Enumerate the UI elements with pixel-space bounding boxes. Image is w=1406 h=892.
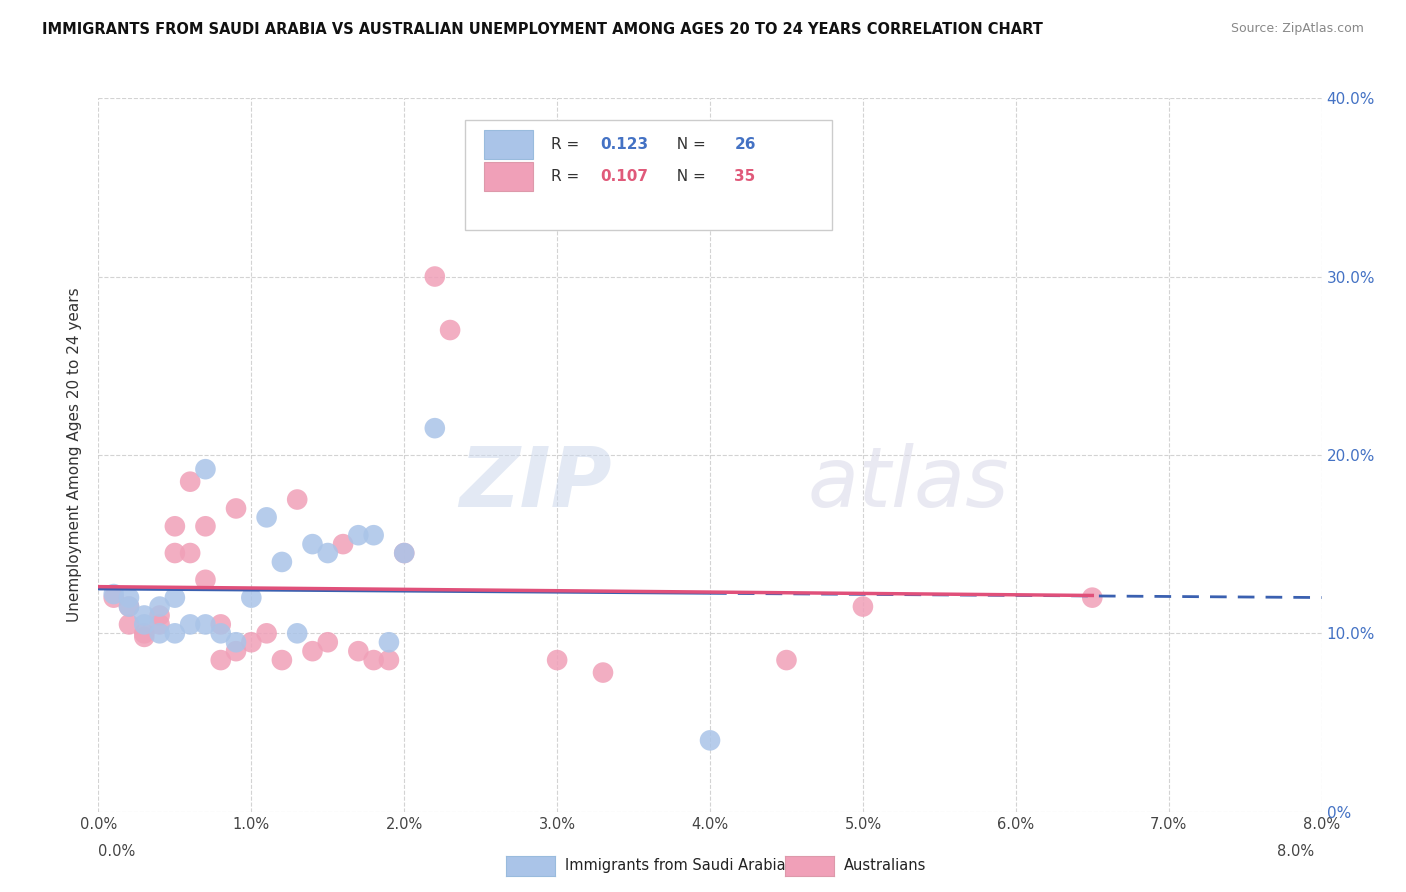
Point xyxy=(194,519,217,533)
Point xyxy=(392,546,416,560)
Text: IMMIGRANTS FROM SAUDI ARABIA VS AUSTRALIAN UNEMPLOYMENT AMONG AGES 20 TO 24 YEAR: IMMIGRANTS FROM SAUDI ARABIA VS AUSTRALI… xyxy=(42,22,1043,37)
Point xyxy=(378,635,401,649)
Point xyxy=(301,644,323,658)
Text: 0.123: 0.123 xyxy=(600,137,648,152)
Point xyxy=(163,546,186,560)
Point xyxy=(423,421,446,435)
Point xyxy=(194,573,217,587)
Point xyxy=(194,462,217,476)
Point xyxy=(392,546,416,560)
Text: 8.0%: 8.0% xyxy=(1278,845,1315,859)
FancyBboxPatch shape xyxy=(484,130,533,159)
Text: ZIP: ZIP xyxy=(460,443,612,524)
Point xyxy=(301,537,323,551)
Text: R =: R = xyxy=(551,137,583,152)
Point xyxy=(225,635,247,649)
Point xyxy=(134,608,156,623)
Text: 35: 35 xyxy=(734,169,756,184)
Point xyxy=(363,653,385,667)
Point xyxy=(592,665,614,680)
Text: R =: R = xyxy=(551,169,583,184)
Point xyxy=(256,626,278,640)
Point xyxy=(439,323,461,337)
Point xyxy=(149,626,172,640)
Point xyxy=(149,599,172,614)
Point xyxy=(163,626,186,640)
Point xyxy=(378,653,401,667)
Point xyxy=(134,617,156,632)
FancyBboxPatch shape xyxy=(465,120,832,230)
Point xyxy=(149,617,172,632)
Point xyxy=(332,537,354,551)
Point xyxy=(149,608,172,623)
Point xyxy=(775,653,797,667)
Text: atlas: atlas xyxy=(808,443,1010,524)
Point xyxy=(316,546,339,560)
Point xyxy=(423,269,446,284)
Point xyxy=(225,644,247,658)
Point xyxy=(103,587,125,601)
Text: Australians: Australians xyxy=(844,858,927,872)
Point xyxy=(209,617,232,632)
Y-axis label: Unemployment Among Ages 20 to 24 years: Unemployment Among Ages 20 to 24 years xyxy=(67,287,83,623)
Point xyxy=(179,617,201,632)
Point xyxy=(240,635,263,649)
Point xyxy=(347,528,370,542)
Text: N =: N = xyxy=(668,169,711,184)
Text: 26: 26 xyxy=(734,137,756,152)
Point xyxy=(347,644,370,658)
Text: N =: N = xyxy=(668,137,711,152)
Point xyxy=(194,617,217,632)
Point xyxy=(209,626,232,640)
Point xyxy=(118,617,141,632)
Point xyxy=(225,501,247,516)
Point xyxy=(134,630,156,644)
Point xyxy=(270,555,294,569)
Point xyxy=(699,733,721,747)
Point xyxy=(209,653,232,667)
Point xyxy=(546,653,568,667)
FancyBboxPatch shape xyxy=(484,162,533,191)
Point xyxy=(852,599,875,614)
Point xyxy=(316,635,339,649)
Point xyxy=(256,510,278,524)
Text: 0.0%: 0.0% xyxy=(98,845,135,859)
Point xyxy=(103,591,125,605)
Point xyxy=(363,528,385,542)
Point xyxy=(179,475,201,489)
Point xyxy=(1081,591,1104,605)
Point xyxy=(285,626,308,640)
Point xyxy=(240,591,263,605)
Point xyxy=(118,599,141,614)
Text: 0.107: 0.107 xyxy=(600,169,648,184)
Text: Immigrants from Saudi Arabia: Immigrants from Saudi Arabia xyxy=(565,858,786,872)
Point xyxy=(134,626,156,640)
Point xyxy=(285,492,308,507)
Point xyxy=(163,519,186,533)
Point xyxy=(270,653,294,667)
Point xyxy=(163,591,186,605)
Text: Source: ZipAtlas.com: Source: ZipAtlas.com xyxy=(1230,22,1364,36)
Point xyxy=(118,599,141,614)
Point xyxy=(118,591,141,605)
Point xyxy=(179,546,201,560)
